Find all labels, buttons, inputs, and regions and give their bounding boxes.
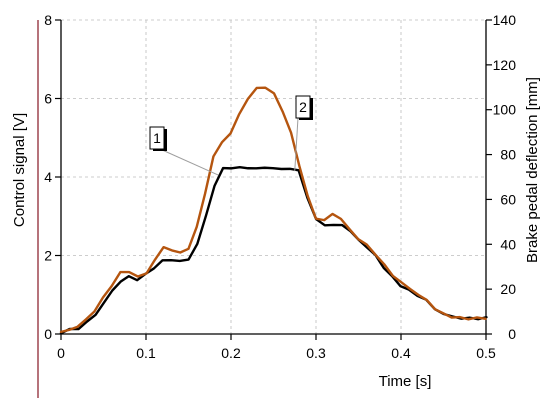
right-y-tick-label-3: 60 bbox=[500, 191, 516, 207]
x-tick-label-1: 0.1 bbox=[136, 345, 156, 361]
right-y-tick-label-1: 20 bbox=[500, 281, 516, 297]
right-y-axis-title: Brake pedal deflection [mm] bbox=[524, 77, 541, 263]
callout-label-2: 2 bbox=[299, 99, 307, 115]
x-tick-label-4: 0.4 bbox=[391, 345, 411, 361]
left-y-tick-label-3: 6 bbox=[44, 91, 52, 107]
left-y-tick-label-1: 2 bbox=[44, 248, 52, 264]
callout-label-1: 1 bbox=[153, 130, 161, 146]
series-line-1 bbox=[59, 165, 488, 335]
callout-box-1 bbox=[149, 126, 165, 150]
right-y-tick-label-7: 140 bbox=[493, 12, 517, 28]
x-tick-label-5: 0.5 bbox=[476, 345, 496, 361]
callout-leader-1 bbox=[159, 148, 219, 176]
x-tick-label-2: 0.2 bbox=[221, 345, 241, 361]
callout-leader-2 bbox=[294, 117, 299, 172]
series-line-2 bbox=[59, 86, 487, 334]
right-y-tick-label-5: 100 bbox=[493, 102, 517, 118]
x-axis-title: Time [s] bbox=[379, 373, 432, 390]
left-y-tick-label-0: 0 bbox=[44, 326, 52, 342]
annotations: 12 bbox=[149, 95, 313, 176]
left-y-tick-label-2: 4 bbox=[44, 169, 52, 185]
right-y-tick-label-4: 80 bbox=[500, 147, 516, 163]
left-y-axis-title: Control signal [V] bbox=[11, 113, 28, 227]
x-tick-label-3: 0.3 bbox=[306, 345, 326, 361]
right-y-tick-label-6: 120 bbox=[493, 57, 517, 73]
callout-box-2 bbox=[295, 95, 311, 119]
axes bbox=[37, 20, 487, 398]
x-tick-label-0: 0 bbox=[57, 345, 65, 361]
right-y-tick-label-0: 0 bbox=[508, 326, 516, 342]
grid bbox=[60, 19, 487, 335]
series-layer bbox=[59, 86, 488, 335]
right-y-tick-label-2: 40 bbox=[500, 236, 516, 252]
callout-2: 2 bbox=[294, 95, 313, 172]
left-y-tick-label-4: 8 bbox=[44, 12, 52, 28]
callout-1: 1 bbox=[149, 126, 219, 176]
